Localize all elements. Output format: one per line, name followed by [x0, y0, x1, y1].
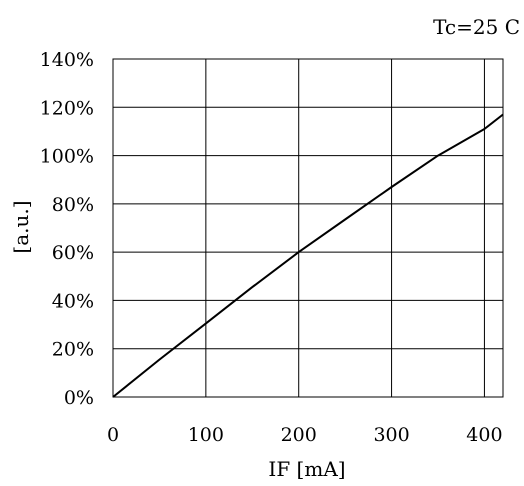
y-tick-label: 100%	[40, 146, 94, 168]
series-layer	[112, 113, 504, 398]
x-tick-label: 300	[373, 424, 409, 446]
temperature-annotation: Tc=25 C	[433, 15, 520, 39]
series-line	[112, 113, 504, 398]
y-tick-label: 20%	[52, 339, 94, 361]
x-tick-label: 400	[466, 424, 502, 446]
plot-grid	[113, 59, 503, 397]
x-tick-label: 0	[107, 424, 119, 446]
y-tick-label: 60%	[52, 242, 94, 264]
x-tick-label: 100	[188, 424, 224, 446]
y-tick-label: 80%	[52, 194, 94, 216]
plot-frame	[112, 58, 504, 398]
x-axis-ticks: 0 100 200 300 400	[107, 424, 503, 446]
x-axis-title: IF [mA]	[268, 457, 345, 481]
y-tick-label: 120%	[40, 97, 94, 119]
x-tick-label: 200	[281, 424, 317, 446]
y-tick-label: 140%	[40, 49, 94, 71]
y-axis-ticks: 0% 20% 40% 60% 80% 100% 120% 140%	[40, 49, 94, 409]
y-tick-label: 40%	[52, 290, 94, 312]
y-tick-label: 0%	[64, 387, 94, 409]
y-axis-title: [a.u.]	[9, 200, 33, 253]
